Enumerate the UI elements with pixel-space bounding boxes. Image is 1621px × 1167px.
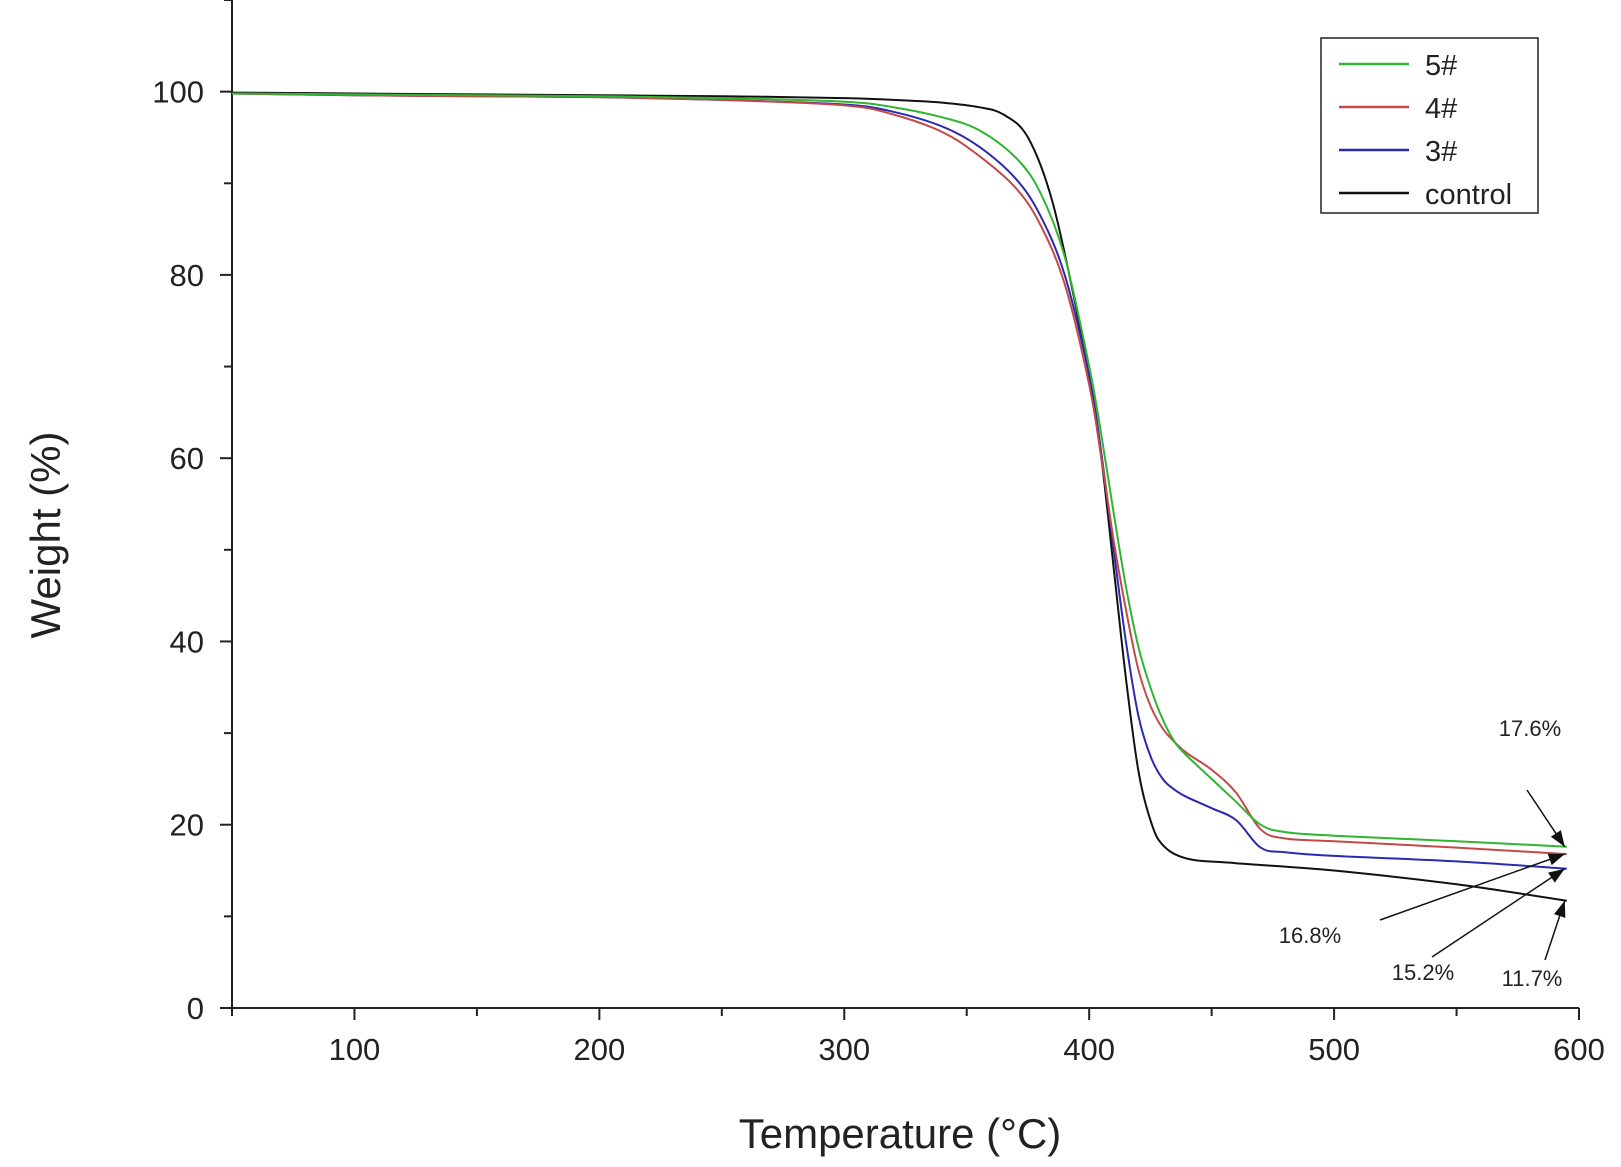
legend-label: 3# [1425, 136, 1457, 168]
annotation-arrowhead [1550, 830, 1565, 847]
annotation-arrowhead [1553, 900, 1566, 918]
series-layer [231, 91, 1567, 902]
x-tick-label: 500 [1308, 1032, 1360, 1067]
annotation-arrowhead [1547, 853, 1565, 866]
x-axis-title: Temperature (°C) [739, 1110, 1062, 1157]
x-tick-label: 400 [1063, 1032, 1115, 1067]
y-axis-title: Weight (%) [22, 432, 69, 639]
legend-label: 4# [1425, 93, 1457, 125]
annotation-arrow-line [1379, 853, 1566, 921]
legend-label: 5# [1425, 50, 1457, 82]
y-tick-label: 80 [170, 258, 204, 293]
annotation-label: 16.8% [1279, 923, 1341, 948]
annotation-label: 11.7% [1502, 966, 1563, 991]
y-tick-label: 40 [170, 624, 204, 659]
x-tick-label: 200 [573, 1032, 625, 1067]
x-tick-label: 100 [329, 1032, 381, 1067]
annotation-label: 15.2% [1392, 960, 1454, 985]
y-tick-label: 20 [170, 808, 204, 843]
annotation-label: 17.6% [1499, 716, 1561, 741]
legend: 5# 4# 3# control [1320, 37, 1539, 214]
series-line-5-no [231, 92, 1567, 848]
y-tick-label: 60 [170, 441, 204, 476]
annotation-arrowhead [1548, 868, 1565, 883]
legend-label: control [1425, 179, 1512, 211]
x-tick-label: 600 [1553, 1032, 1605, 1067]
axes: 100 200 300 400 500 600 0 20 40 60 80 100 [152, 0, 1605, 1067]
y-tick-label: 0 [187, 991, 204, 1026]
series-line-control [231, 91, 1567, 902]
legend-box [1320, 37, 1539, 214]
y-tick-label: 100 [152, 75, 204, 110]
x-tick-label: 300 [818, 1032, 870, 1067]
annotation-arrow-line [1431, 868, 1566, 958]
annotation-layer: 17.6% 16.8% 15.2% 11.7% [1279, 716, 1566, 991]
